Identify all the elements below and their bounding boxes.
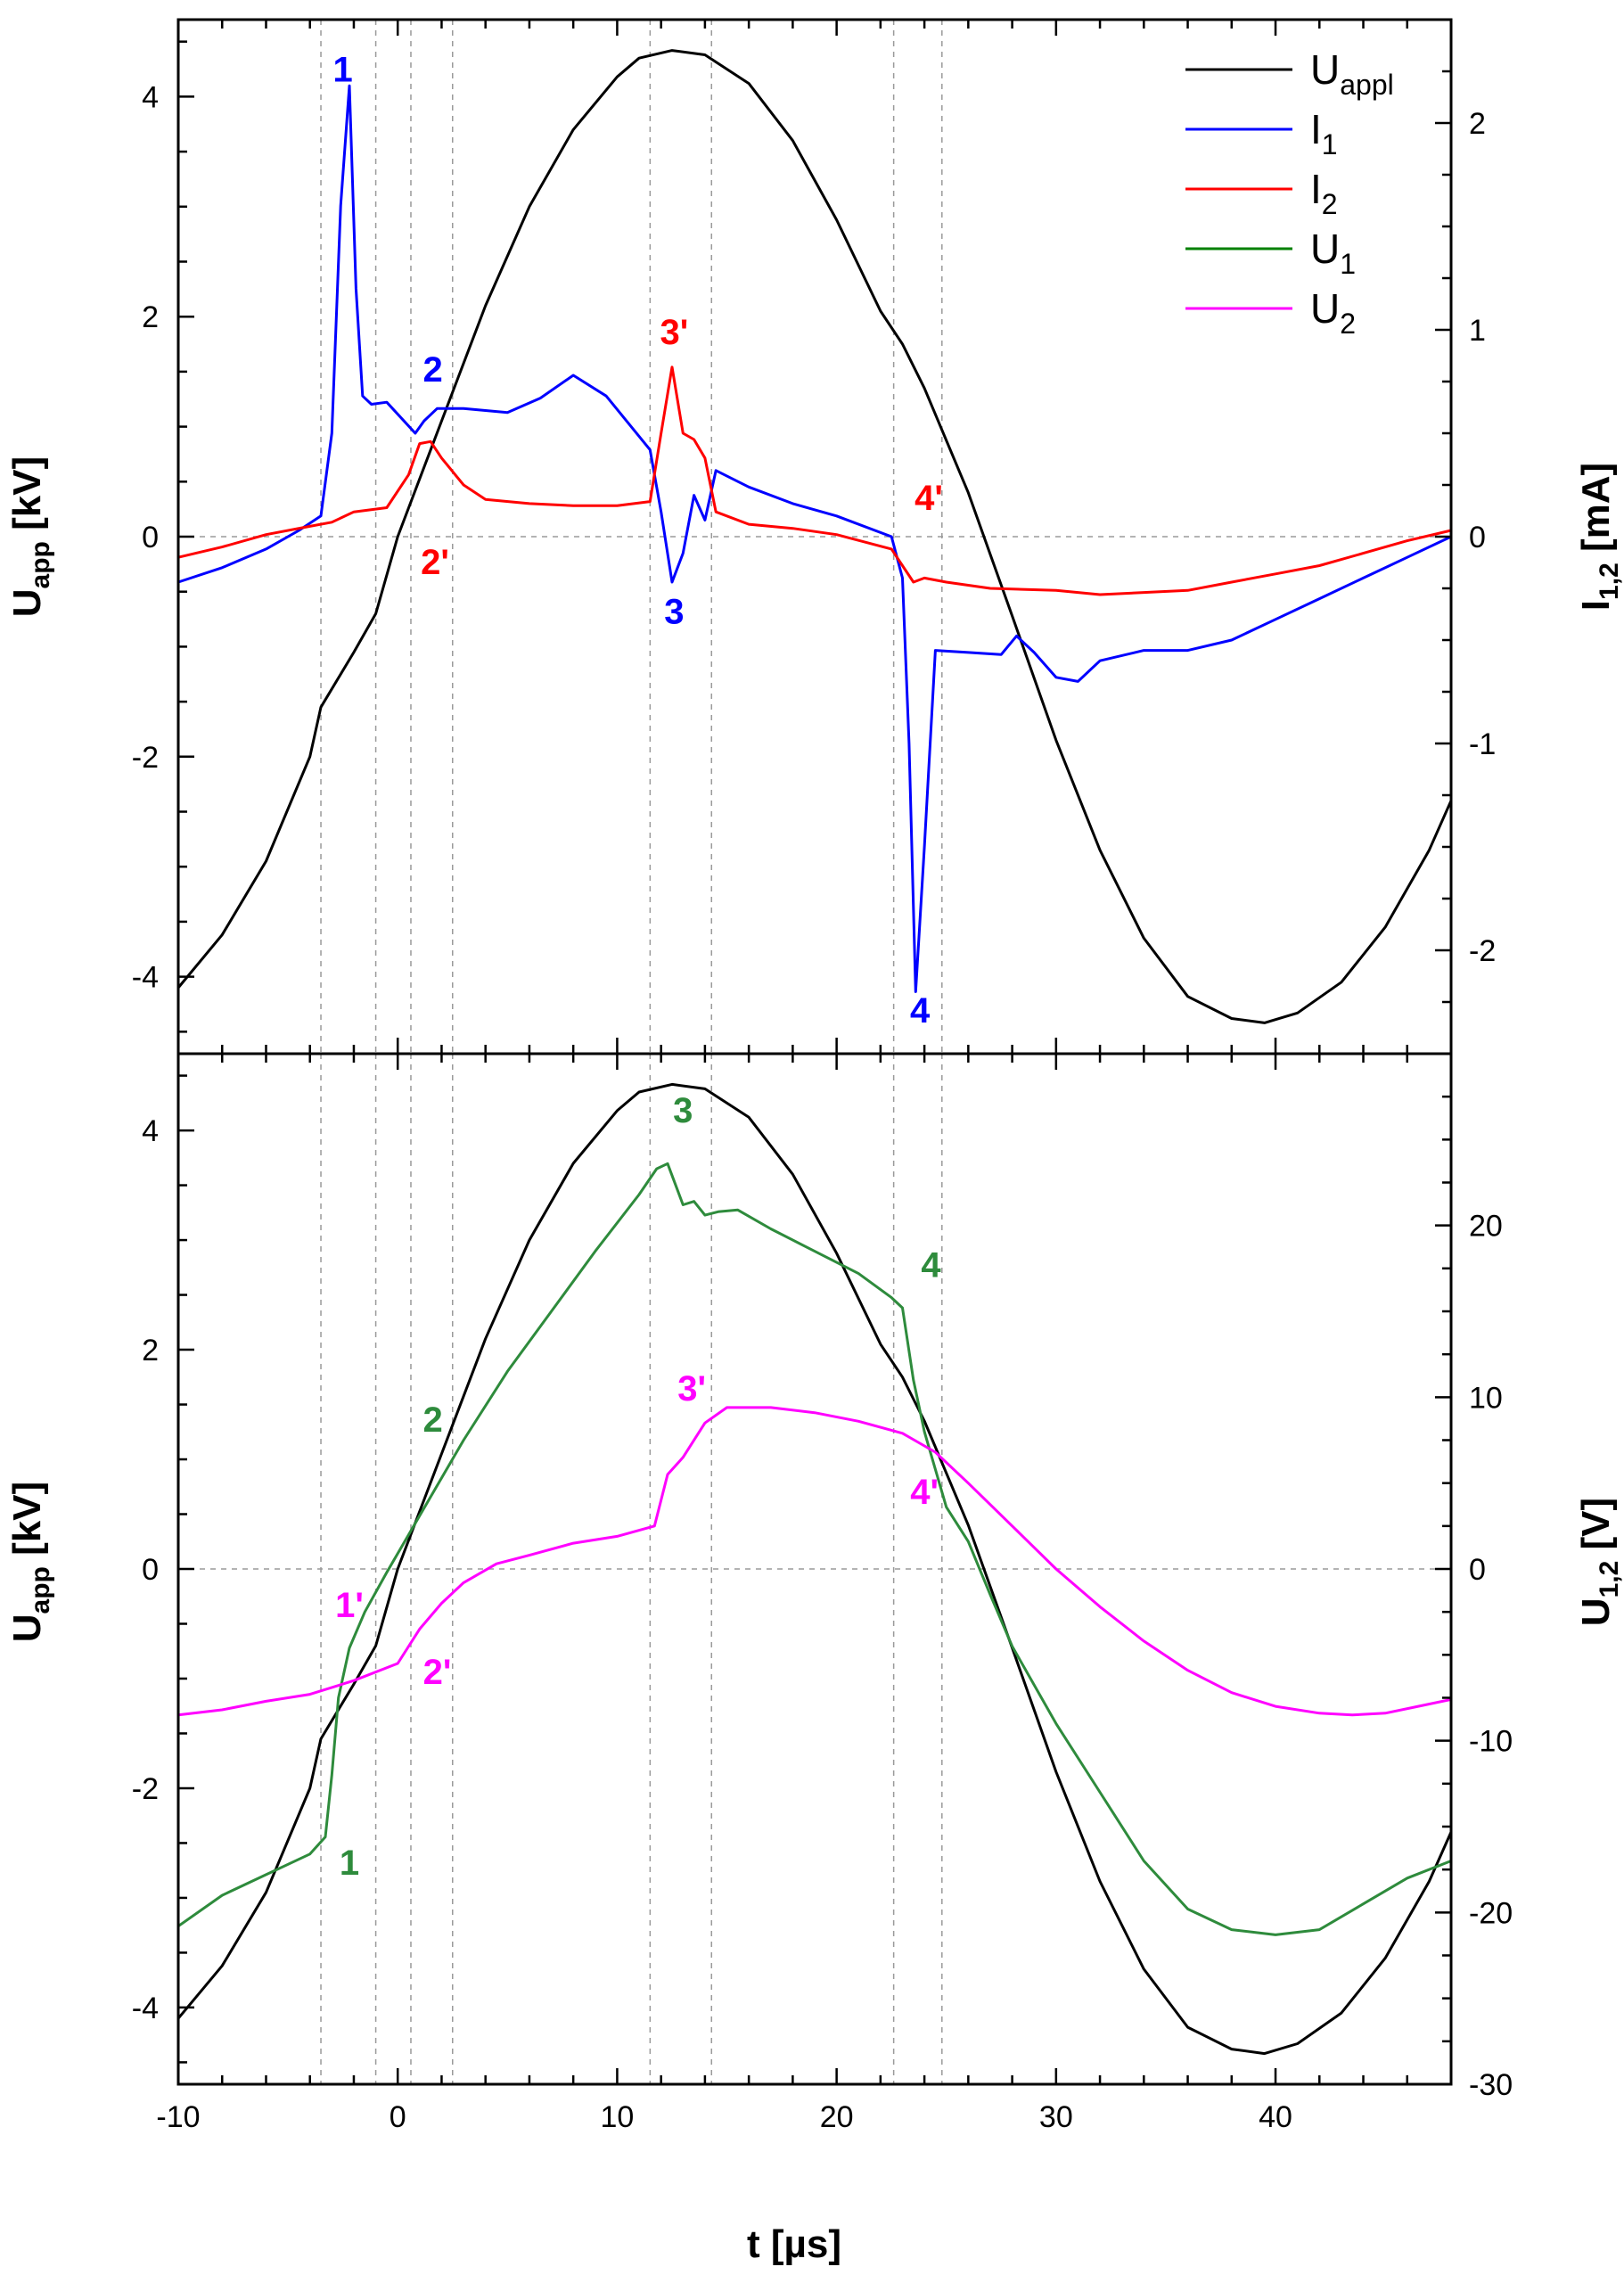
top-series	[176, 49, 1453, 1024]
x-tick-label: -10	[156, 2100, 200, 2134]
top-annotation: 3'	[660, 313, 689, 352]
top-left-tick-label: 0	[142, 521, 159, 554]
top-series-i-2	[177, 365, 1452, 596]
top-left-axis-title: Uapp [kV]	[5, 456, 55, 617]
bottom-series-u-1	[177, 1162, 1452, 1936]
bottom-right-tick-label: -20	[1469, 1896, 1513, 1930]
bottom-annotation: 4'	[910, 1473, 939, 1512]
bottom-grid	[178, 1054, 1451, 2084]
top-right-tick-label: 1	[1469, 314, 1486, 348]
legend-label: I2	[1310, 166, 1338, 220]
x-axis-title: t [µs]	[747, 2222, 841, 2266]
top-series-i-1	[177, 84, 1452, 993]
top-annotation: 1	[333, 51, 353, 90]
top-right-tick-label: 2	[1469, 107, 1486, 141]
top-left-tick-label: 2	[142, 300, 159, 334]
bottom-annotation: 2'	[423, 1653, 452, 1692]
top-left-tick-label: -2	[132, 741, 159, 775]
top-annotation: 3	[664, 592, 684, 631]
legend-label: U2	[1310, 285, 1356, 340]
bottom-right-tick-label: -30	[1469, 2068, 1513, 2102]
bottom-annotation: 3'	[677, 1369, 706, 1409]
bottom-left-axis-title: Uapp [kV]	[5, 1482, 55, 1642]
top-left-tick-label: -4	[132, 961, 159, 995]
bottom-right-tick-label: 0	[1469, 1553, 1486, 1587]
top-right-tick-label: -2	[1469, 934, 1496, 968]
x-tick-label: 20	[820, 2100, 854, 2134]
bottom-annotation: 4	[921, 1245, 941, 1285]
top-annotation: 4	[910, 991, 931, 1031]
x-tick-label: 40	[1259, 2100, 1292, 2134]
top-series-u-appl	[176, 49, 1453, 1024]
bottom-right-tick-label: 10	[1469, 1381, 1503, 1415]
top-right-axis-title: I1,2 [mA]	[1574, 463, 1624, 611]
top-annotation: 4'	[915, 479, 943, 518]
bottom-annotations: 1 2 3 4 1' 2' 3' 4'	[335, 1091, 941, 1883]
legend-label: U1	[1310, 226, 1356, 280]
bottom-left-tick-label: 4	[142, 1114, 159, 1148]
bottom-series-u-2	[177, 1406, 1452, 1717]
bottom-left-tick-label: 0	[142, 1553, 159, 1587]
bottom-annotation: 2	[422, 1400, 442, 1440]
x-tick-label: 10	[600, 2100, 634, 2134]
bottom-series-u-appl	[176, 1082, 1453, 2056]
top-right-tick-label: -1	[1469, 727, 1496, 761]
legend-label: Uappl	[1310, 46, 1394, 101]
top-ticks: -4 -2 0 2 4 -2 -1 0 1 2	[132, 18, 1496, 1055]
bottom-annotation: 3	[673, 1091, 693, 1130]
bottom-annotation: 1'	[335, 1586, 364, 1625]
legend-label: I1	[1310, 106, 1338, 160]
bottom-annotation: 1	[340, 1844, 359, 1883]
x-tick-label: 30	[1039, 2100, 1073, 2134]
top-left-tick-label: 4	[142, 80, 159, 114]
top-right-tick-label: 0	[1469, 521, 1486, 554]
bottom-right-tick-label: 20	[1469, 1210, 1503, 1244]
top-annotations: 1 2 3 4 2' 3' 4'	[333, 51, 943, 1031]
bottom-right-axis-title: U1,2 [V]	[1574, 1498, 1624, 1626]
x-tick-label: 0	[390, 2100, 406, 2134]
top-grid	[178, 20, 1451, 1054]
bottom-left-tick-label: 2	[142, 1334, 159, 1367]
bottom-left-tick-label: -4	[132, 1992, 159, 2025]
bottom-series	[176, 1082, 1453, 2056]
bottom-left-tick-label: -2	[132, 1772, 159, 1806]
top-annotation: 2'	[421, 543, 449, 582]
top-annotation: 2	[422, 350, 442, 390]
bottom-right-tick-label: -10	[1469, 1725, 1513, 1759]
